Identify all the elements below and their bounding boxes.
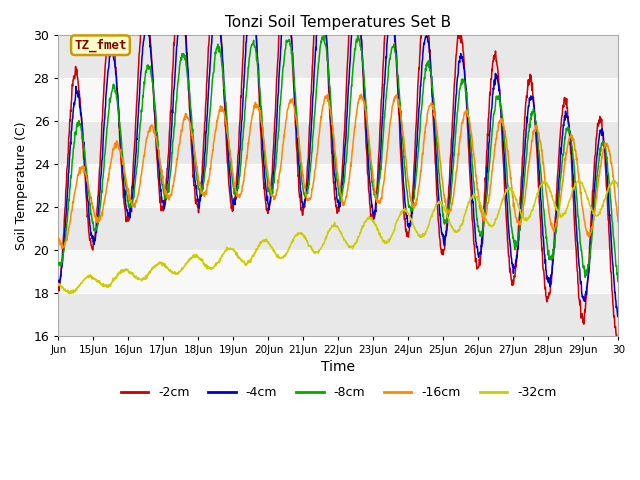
-16cm — [143, 136, 150, 142]
-32cm — [553, 207, 561, 213]
-8cm — [324, 61, 332, 67]
Line: -32cm: -32cm — [58, 179, 618, 294]
-16cm — [314, 151, 321, 157]
-4cm — [471, 222, 479, 228]
-4cm — [314, 23, 321, 28]
-16cm — [608, 164, 616, 169]
-2cm — [614, 339, 622, 345]
Bar — [58, 293, 618, 336]
Title: Tonzi Soil Temperatures Set B: Tonzi Soil Temperatures Set B — [225, 15, 451, 30]
Bar — [58, 78, 618, 121]
-32cm — [324, 230, 332, 236]
X-axis label: Time: Time — [321, 360, 355, 374]
-16cm — [614, 219, 622, 225]
Bar — [58, 250, 618, 293]
-8cm — [614, 279, 622, 285]
-32cm — [143, 276, 150, 282]
-8cm — [471, 192, 479, 198]
Text: TZ_fmet: TZ_fmet — [74, 38, 127, 52]
-8cm — [313, 77, 321, 83]
-4cm — [324, 63, 332, 69]
-2cm — [471, 250, 479, 255]
-4cm — [614, 313, 621, 319]
-16cm — [324, 98, 332, 104]
-8cm — [607, 208, 615, 214]
-16cm — [58, 246, 65, 252]
Y-axis label: Soil Temperature (C): Soil Temperature (C) — [15, 121, 28, 250]
-4cm — [142, 27, 150, 33]
-2cm — [54, 284, 62, 290]
-16cm — [357, 91, 365, 97]
-32cm — [575, 176, 583, 181]
-16cm — [554, 216, 561, 222]
-8cm — [320, 32, 328, 37]
Line: -4cm: -4cm — [58, 0, 618, 316]
Line: -16cm: -16cm — [58, 94, 618, 249]
-2cm — [324, 69, 332, 75]
-32cm — [608, 180, 616, 186]
-4cm — [54, 280, 62, 286]
Bar — [58, 207, 618, 250]
Bar — [58, 121, 618, 164]
-16cm — [54, 235, 62, 240]
-8cm — [553, 224, 561, 229]
Bar — [58, 36, 618, 78]
-8cm — [614, 278, 622, 284]
Line: -2cm: -2cm — [58, 0, 618, 342]
-8cm — [54, 261, 62, 266]
-2cm — [553, 191, 561, 196]
-32cm — [65, 291, 73, 297]
Bar — [58, 164, 618, 207]
-4cm — [614, 312, 622, 318]
-32cm — [471, 193, 479, 199]
-32cm — [614, 183, 622, 189]
-4cm — [607, 242, 615, 248]
-2cm — [142, 0, 150, 3]
Legend: -2cm, -4cm, -8cm, -16cm, -32cm: -2cm, -4cm, -8cm, -16cm, -32cm — [115, 382, 561, 405]
-4cm — [553, 210, 561, 216]
-32cm — [54, 281, 62, 287]
Line: -8cm: -8cm — [58, 35, 618, 282]
-32cm — [314, 249, 321, 254]
-16cm — [471, 165, 479, 170]
-2cm — [614, 332, 622, 338]
-2cm — [607, 275, 615, 280]
-8cm — [142, 70, 150, 75]
